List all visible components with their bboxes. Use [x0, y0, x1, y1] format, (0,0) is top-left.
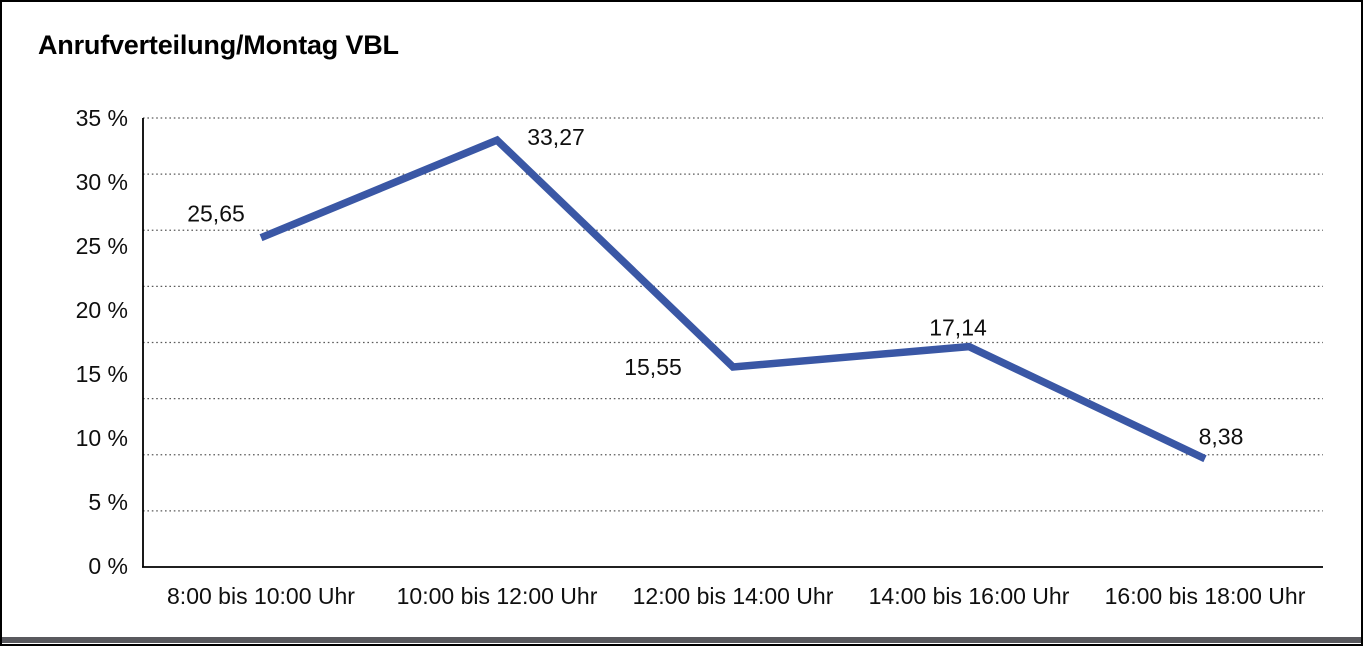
- x-axis-category-label: 14:00 bis 16:00 Uhr: [869, 583, 1070, 609]
- data-point-label: 25,65: [187, 201, 245, 227]
- y-axis-tick-label: 15 %: [76, 361, 128, 387]
- data-point-label: 17,14: [929, 315, 987, 341]
- chart-title: Anrufverteilung/Montag VBL: [38, 30, 399, 60]
- y-axis-tick-label: 10 %: [76, 425, 128, 451]
- y-axis-tick-label: 0 %: [88, 553, 128, 579]
- y-axis-tick-label: 20 %: [76, 297, 128, 323]
- y-axis-tick-label: 35 %: [76, 105, 128, 131]
- data-series-line: [259, 135, 1207, 463]
- y-axis-tick-label: 5 %: [88, 489, 128, 515]
- x-axis-category-label: 12:00 bis 14:00 Uhr: [633, 583, 834, 609]
- data-point-label: 33,27: [527, 124, 585, 150]
- y-axis-tick-label: 30 %: [76, 169, 128, 195]
- data-point-label: 15,55: [624, 354, 682, 380]
- data-point-label: 8,38: [1199, 424, 1244, 450]
- x-axis-category-label: 16:00 bis 18:00 Uhr: [1105, 583, 1306, 609]
- y-axis-tick-label: 25 %: [76, 233, 128, 259]
- bottom-edge-bar: [2, 637, 1361, 643]
- x-axis-category-label: 10:00 bis 12:00 Uhr: [397, 583, 598, 609]
- x-axis-category-label: 8:00 bis 10:00 Uhr: [167, 583, 355, 609]
